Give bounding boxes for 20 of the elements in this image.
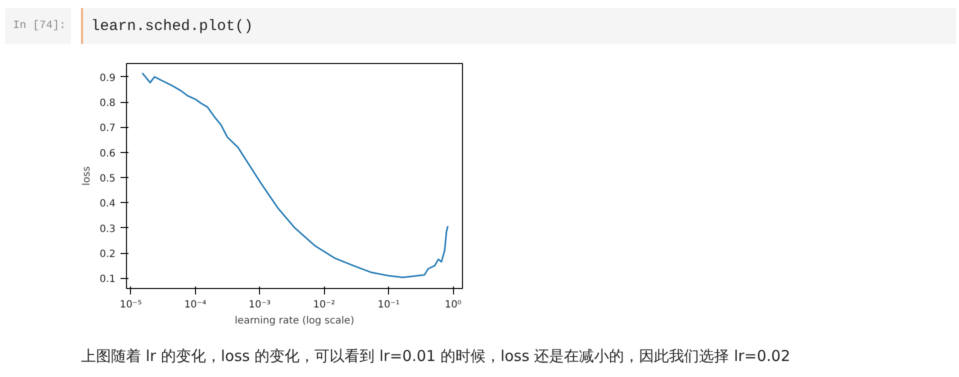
y-tick-label: 0.5 [100, 174, 116, 185]
y-tick-label: 0.2 [100, 249, 116, 260]
x-tick-label: 10⁻² [313, 300, 336, 310]
y-tick-label: 0.7 [100, 123, 116, 134]
x-axis-title: learning rate (log scale) [234, 316, 354, 326]
y-tick-label: 0.1 [100, 274, 116, 286]
y-tick-label: 0.9 [100, 72, 116, 84]
x-tick-label: 10⁻³ [248, 300, 271, 310]
x-tick-label: 10⁻⁴ [184, 300, 206, 310]
y-axis-title: loss [82, 166, 93, 186]
x-tick-label: 10⁰ [444, 300, 462, 310]
text: 上图随着 lr 的变化，loss 的变化，可以看到 lr=0.01 的时候，loss 还是在减小的，因此我们选择 lr=0.02 [81, 346, 790, 367]
x-tick-label: 10⁻⁵ [120, 300, 142, 310]
text: learn.sched.plot() [91, 17, 254, 37]
y-tick-label: 0.3 [100, 224, 116, 235]
y-tick-label: 0.4 [100, 198, 116, 210]
x-tick-label: 10⁻¹ [378, 300, 400, 310]
text: In [74]: [13, 19, 66, 34]
y-tick-label: 0.8 [100, 98, 116, 110]
y-tick-label: 0.6 [100, 148, 116, 160]
